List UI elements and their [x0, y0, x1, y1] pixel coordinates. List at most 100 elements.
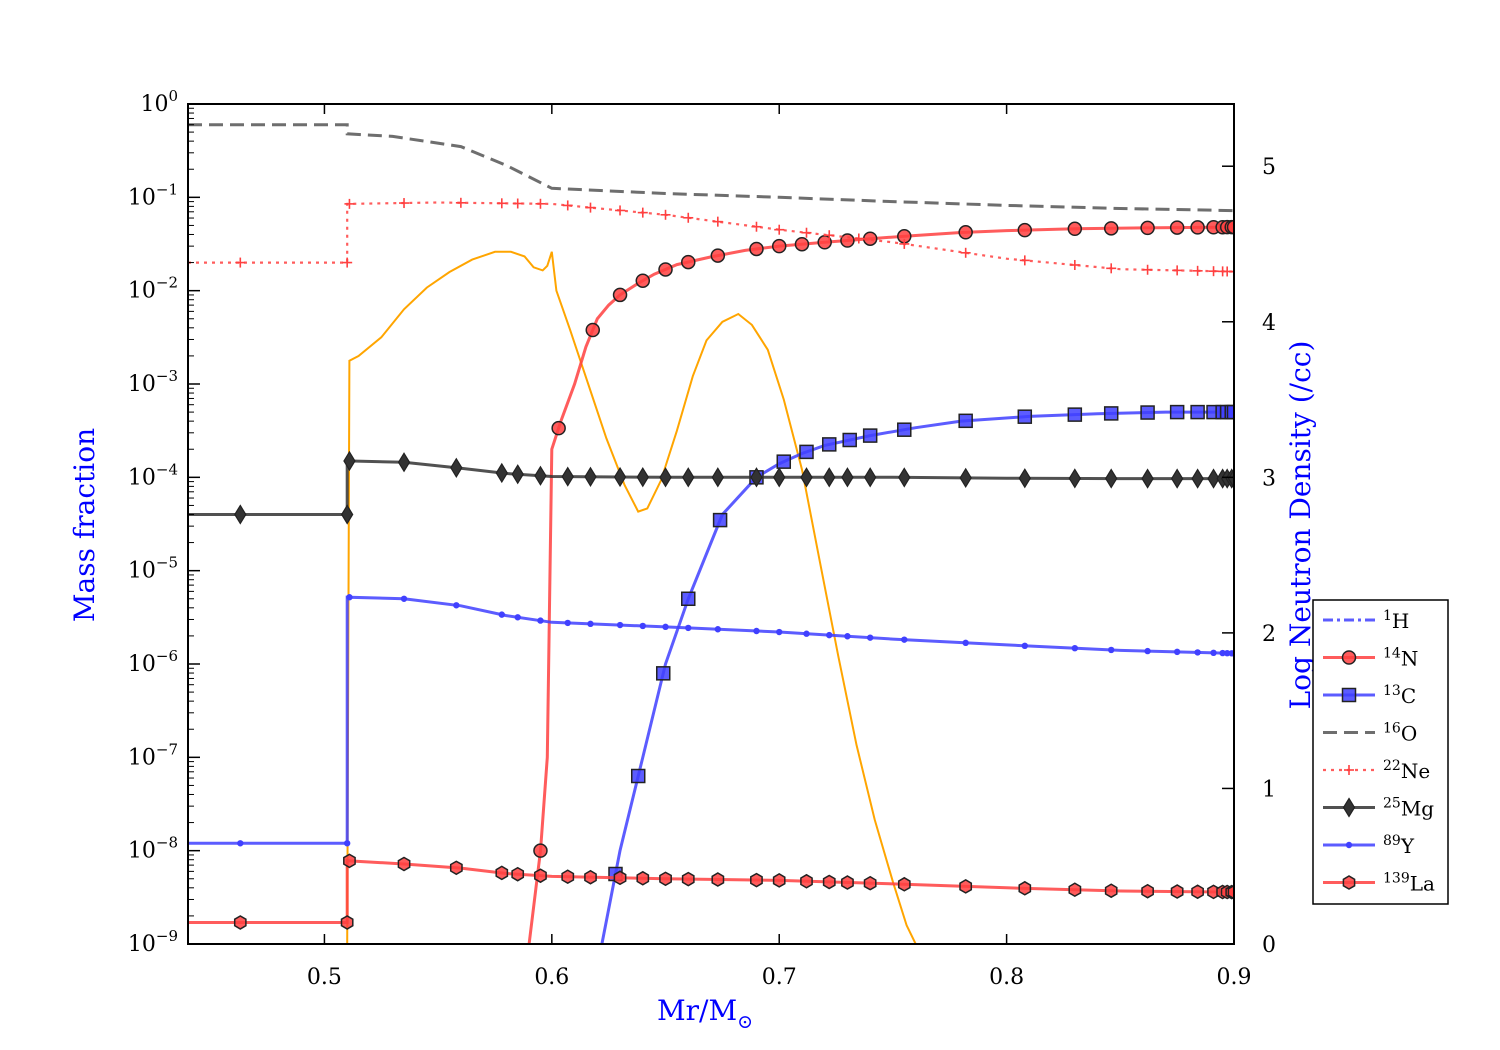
marker-ne [235, 257, 246, 268]
marker-mg [561, 466, 574, 487]
marker-c [958, 413, 973, 429]
marker-c [821, 437, 837, 452]
marker-y [616, 621, 624, 629]
marker-la [1104, 883, 1118, 899]
y-left-tick-label: 10−7 [128, 740, 178, 770]
x-tick-label: 0.8 [989, 965, 1024, 990]
marker-la [1191, 884, 1204, 900]
neutron-density-line [346, 250, 917, 944]
y-axis-label-left: Mass fraction [68, 428, 101, 622]
marker-y [514, 614, 521, 621]
series-layer [188, 123, 1234, 944]
marker-mg [1191, 468, 1204, 489]
marker-c [1190, 404, 1205, 420]
legend-label: 89Y [1383, 833, 1415, 858]
marker-mg [534, 465, 547, 486]
series-line-n [527, 225, 1234, 944]
marker-ne [1172, 265, 1183, 276]
legend-label: 14N [1383, 646, 1418, 671]
marker-la [750, 872, 763, 888]
marker-c [897, 422, 912, 437]
marker-ne [1229, 266, 1234, 277]
marker-ne [1192, 265, 1203, 276]
x-tick-label: 0.7 [762, 965, 797, 990]
y-left-tick-label: 10−8 [128, 834, 178, 864]
marker-c [776, 454, 792, 469]
y-right-tick-label: 3 [1262, 466, 1276, 491]
series-line-ne [188, 201, 1234, 273]
y-right-tick-label: 0 [1262, 933, 1276, 958]
marker-n [749, 241, 764, 257]
y-left-tick-label: 100 [140, 87, 178, 117]
series-line-y [188, 595, 1234, 845]
marker-y [498, 611, 505, 618]
marker-la [233, 915, 247, 930]
marker-la [397, 856, 411, 872]
marker-la [959, 879, 973, 894]
marker-la [534, 868, 547, 884]
marker-ne [1069, 259, 1080, 270]
marker-y [1223, 649, 1231, 657]
marker-la [561, 869, 575, 885]
marker-mg [636, 467, 649, 488]
x-axis-label: Mr/M⊙ [657, 994, 753, 1033]
marker-c [1140, 405, 1155, 420]
marker-y [639, 622, 646, 630]
marker-n [658, 262, 673, 277]
marker-mg [495, 462, 509, 484]
marker-la [1018, 880, 1032, 896]
marker-la [897, 876, 911, 892]
marker-c [1017, 409, 1033, 424]
marker-ne [1106, 263, 1117, 274]
marker-mg [659, 467, 672, 488]
marker-la [772, 873, 786, 888]
marker-y [776, 628, 783, 636]
marker-la [1141, 883, 1154, 899]
marker-c [842, 432, 857, 448]
legend-marker [1341, 650, 1357, 665]
marker-y [803, 630, 810, 637]
marker-mg [898, 467, 911, 488]
marker-mg [841, 467, 854, 488]
marker-mg [1105, 468, 1118, 489]
marker-y [537, 617, 544, 624]
marker-n [1017, 222, 1033, 238]
marker-ne [1208, 266, 1219, 277]
marker-mg [1018, 468, 1032, 489]
marker-mg [959, 467, 972, 489]
y-right-tick-label: 4 [1262, 311, 1276, 336]
marker-ne [342, 257, 353, 268]
marker-y [753, 627, 760, 635]
marker-n [710, 248, 726, 263]
marker-la [1068, 882, 1082, 898]
marker-mg [450, 457, 463, 478]
marker-la [681, 871, 695, 887]
marker-c [630, 768, 646, 784]
y-right-tick-label: 2 [1262, 622, 1276, 647]
marker-mg [1227, 468, 1234, 489]
marker-n [840, 233, 855, 248]
marker-ne [637, 207, 648, 218]
marker-n [635, 273, 651, 288]
marker-n [794, 236, 810, 252]
marker-la [800, 873, 813, 889]
marker-mg [863, 467, 877, 488]
marker-la [1227, 884, 1234, 900]
marker-c [1103, 406, 1119, 421]
marker-c [1226, 404, 1234, 420]
marker-n [1067, 221, 1083, 237]
marker-mg [340, 504, 354, 525]
marker-mg [343, 450, 356, 472]
marker-y [685, 624, 692, 632]
marker-ne [1019, 255, 1030, 266]
marker-la [613, 870, 627, 886]
marker-la [343, 853, 356, 869]
marker-y [714, 626, 722, 633]
marker-ne [774, 224, 785, 235]
marker-ne [801, 227, 812, 238]
y-left-tick-label: 10−4 [128, 460, 178, 490]
marker-la [495, 865, 509, 881]
marker-ne [512, 198, 523, 209]
marker-y [1144, 647, 1151, 655]
axes-layer: 0.5 0.6 0.7 0.8 0.910010−110−210−310−410−510… [128, 87, 1276, 990]
